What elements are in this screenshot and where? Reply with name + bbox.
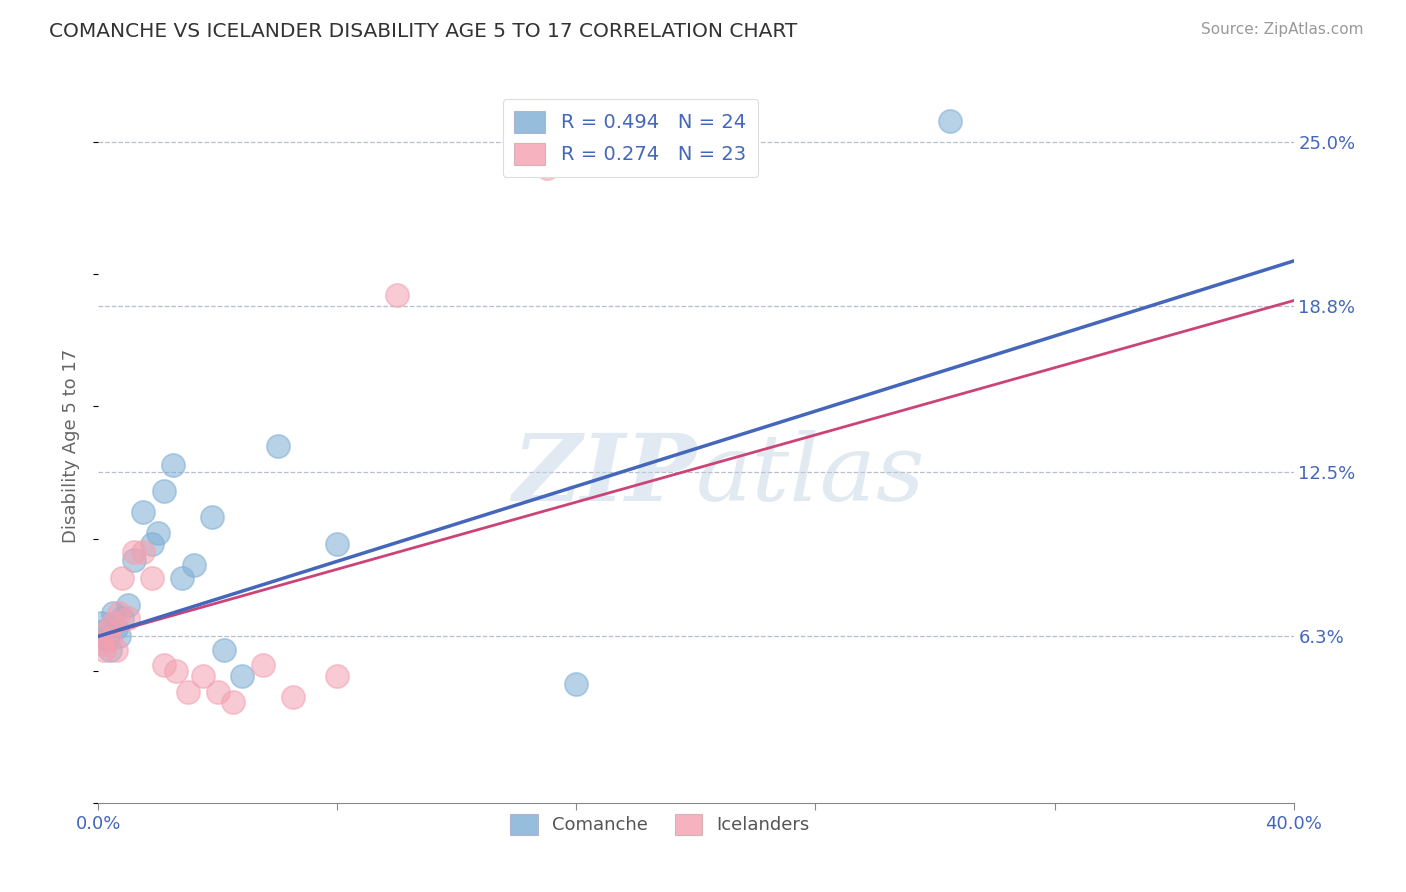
Text: Source: ZipAtlas.com: Source: ZipAtlas.com — [1201, 22, 1364, 37]
Point — [124, 545, 146, 559]
Point — [177, 685, 200, 699]
Point — [105, 621, 128, 635]
Text: ZIP: ZIP — [512, 430, 696, 519]
Point — [105, 642, 128, 657]
Point — [162, 458, 184, 472]
Point — [326, 537, 349, 551]
Point — [124, 552, 146, 566]
Point — [117, 598, 139, 612]
Point — [385, 288, 409, 302]
Point — [103, 616, 125, 631]
Point — [212, 642, 235, 657]
Point — [111, 571, 134, 585]
Point — [191, 669, 214, 683]
Point — [111, 611, 134, 625]
Point — [141, 537, 163, 551]
Point — [222, 695, 245, 709]
Legend: Comanche, Icelanders: Comanche, Icelanders — [502, 805, 818, 844]
Point — [281, 690, 304, 704]
Point — [148, 526, 170, 541]
Y-axis label: Disability Age 5 to 17: Disability Age 5 to 17 — [62, 349, 80, 543]
Point — [98, 632, 122, 646]
Point — [267, 439, 290, 453]
Point — [207, 685, 229, 699]
Point — [103, 606, 125, 620]
Point — [201, 510, 224, 524]
Point — [117, 611, 139, 625]
Point — [132, 545, 155, 559]
Point — [536, 161, 558, 176]
Point — [141, 571, 163, 585]
Point — [96, 632, 118, 646]
Point — [153, 483, 176, 498]
Point — [252, 658, 274, 673]
Point — [565, 677, 588, 691]
Point — [108, 606, 131, 620]
Point — [326, 669, 349, 683]
Point — [98, 642, 122, 657]
Point — [96, 624, 118, 638]
Point — [172, 571, 194, 585]
Point — [153, 658, 176, 673]
Point — [231, 669, 253, 683]
Point — [108, 629, 131, 643]
Point — [90, 637, 112, 651]
Text: atlas: atlas — [696, 430, 925, 519]
Point — [132, 505, 155, 519]
Point — [165, 664, 187, 678]
Point — [93, 624, 115, 638]
Point — [183, 558, 205, 572]
Point — [90, 616, 112, 631]
Point — [93, 642, 115, 657]
Text: COMANCHE VS ICELANDER DISABILITY AGE 5 TO 17 CORRELATION CHART: COMANCHE VS ICELANDER DISABILITY AGE 5 T… — [49, 22, 797, 41]
Point — [939, 114, 962, 128]
